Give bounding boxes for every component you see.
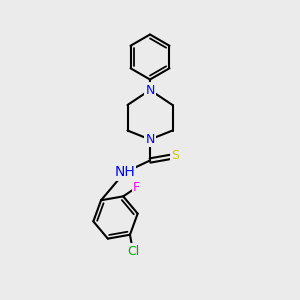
Text: Cl: Cl (127, 245, 139, 258)
Text: S: S (172, 149, 179, 163)
Text: N: N (145, 83, 155, 97)
Text: N: N (145, 133, 155, 146)
Text: F: F (133, 181, 140, 194)
Text: NH: NH (114, 166, 135, 179)
